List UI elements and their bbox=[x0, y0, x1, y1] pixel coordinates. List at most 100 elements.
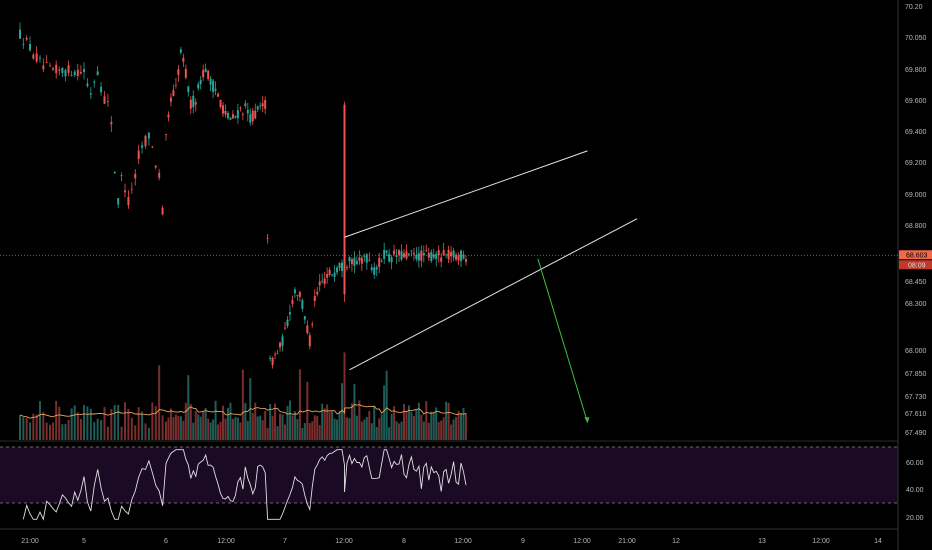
volume-bar bbox=[281, 414, 284, 440]
candle-body bbox=[226, 113, 229, 119]
volume-bar bbox=[64, 423, 67, 440]
candle-body bbox=[341, 262, 344, 271]
price-tick-label: 67.610 bbox=[905, 411, 927, 418]
candle-body bbox=[174, 84, 177, 86]
volume-bar bbox=[348, 418, 351, 440]
candle-body bbox=[435, 253, 438, 260]
volume-bar bbox=[25, 418, 28, 440]
candle-body bbox=[45, 62, 48, 64]
rsi-tick-label: 20.00 bbox=[906, 515, 924, 522]
candle-body bbox=[182, 57, 185, 62]
volume-bar bbox=[169, 408, 172, 440]
time-tick-label: 14 bbox=[874, 538, 882, 545]
candle-body bbox=[141, 145, 144, 148]
price-tick-label: 67.850 bbox=[905, 371, 927, 378]
candle-body bbox=[432, 254, 435, 258]
time-tick-label: 9 bbox=[521, 538, 525, 545]
volume-bar bbox=[311, 421, 314, 440]
candle-body bbox=[224, 110, 227, 115]
candle-body bbox=[32, 54, 35, 59]
volume-bar bbox=[209, 422, 212, 440]
volume-bar bbox=[154, 406, 157, 440]
volume-bar bbox=[167, 417, 170, 440]
volume-bar bbox=[417, 402, 420, 440]
volume-bar bbox=[331, 410, 334, 440]
time-axis[interactable]: 21:00 5 6 12:00 7 12:00 8 12:00 9 12:00 21:00 12 13 1… bbox=[21, 538, 882, 545]
candle-body bbox=[192, 95, 195, 108]
candle-body bbox=[313, 295, 316, 301]
volume-bar bbox=[179, 416, 182, 440]
projection-arrow[interactable] bbox=[537, 258, 588, 423]
volume-bar bbox=[395, 421, 398, 440]
volume-bar bbox=[427, 422, 430, 440]
candle-body bbox=[202, 70, 205, 78]
candle-body bbox=[398, 250, 401, 256]
volume-bar bbox=[455, 416, 458, 440]
candle-body bbox=[264, 100, 267, 109]
volume-bar bbox=[412, 415, 415, 440]
candle-body bbox=[144, 135, 147, 147]
volume-bar bbox=[259, 415, 262, 440]
candle-body bbox=[120, 175, 123, 176]
volume-bar bbox=[241, 369, 244, 440]
candle-body bbox=[338, 263, 341, 268]
candle-body bbox=[134, 173, 137, 179]
candle-body bbox=[35, 53, 38, 62]
candle-body bbox=[370, 267, 373, 270]
candle-body bbox=[445, 253, 448, 255]
volume-bar bbox=[147, 427, 150, 440]
price-tick-label: 69.400 bbox=[905, 129, 927, 136]
candle-body bbox=[70, 75, 73, 76]
candle-body bbox=[229, 117, 232, 120]
volume-bar bbox=[308, 423, 311, 440]
candle-body bbox=[390, 257, 393, 263]
channel-lower-line[interactable] bbox=[349, 218, 638, 371]
candle-body bbox=[103, 96, 106, 104]
volume-bar bbox=[457, 410, 460, 440]
candle-body bbox=[246, 109, 249, 114]
candle-body bbox=[363, 255, 366, 257]
candle-body bbox=[407, 253, 410, 255]
volume-bar bbox=[383, 385, 386, 440]
volume-bar bbox=[400, 421, 403, 440]
price-tick-label: 69.600 bbox=[905, 98, 927, 105]
volume-bar bbox=[55, 400, 58, 440]
candle-body bbox=[457, 255, 460, 261]
volume-bar bbox=[120, 426, 123, 440]
candle-body bbox=[25, 37, 28, 40]
volume-bar bbox=[137, 407, 140, 440]
volume-bar bbox=[113, 405, 116, 440]
candle-body bbox=[380, 260, 383, 262]
candle-body bbox=[437, 250, 440, 256]
volume-bar bbox=[341, 383, 344, 440]
volume-bar bbox=[231, 418, 234, 440]
candle-body bbox=[214, 88, 217, 91]
candle-body bbox=[279, 342, 282, 348]
current-price-tag-bg bbox=[899, 250, 932, 260]
candle-body bbox=[452, 250, 455, 258]
candle-body bbox=[450, 252, 453, 257]
volume-bar bbox=[212, 419, 215, 440]
candle-body bbox=[147, 132, 150, 139]
volume-bar bbox=[388, 427, 391, 440]
price-axis[interactable]: 70.20 70.050 69.800 69.600 69.400 69.200 69.00… bbox=[905, 4, 927, 437]
volume-bar bbox=[296, 419, 299, 440]
volume-bar bbox=[288, 400, 291, 440]
volume-bar bbox=[462, 408, 465, 440]
volume-bar bbox=[45, 422, 48, 440]
candle-body bbox=[29, 44, 31, 51]
candle-body bbox=[231, 114, 234, 119]
candle-body bbox=[124, 190, 126, 193]
volume-bar bbox=[22, 417, 25, 440]
price-tick-label: 68.800 bbox=[905, 223, 927, 230]
volume-bar bbox=[194, 411, 197, 440]
channel-upper-line[interactable] bbox=[344, 150, 588, 238]
candle-body bbox=[241, 113, 244, 115]
candle-body bbox=[336, 267, 339, 273]
candle-body bbox=[303, 316, 306, 320]
candle-body bbox=[187, 86, 190, 92]
volume-bar bbox=[124, 402, 126, 440]
volume-bar bbox=[117, 404, 120, 440]
volume-bar bbox=[89, 408, 92, 440]
